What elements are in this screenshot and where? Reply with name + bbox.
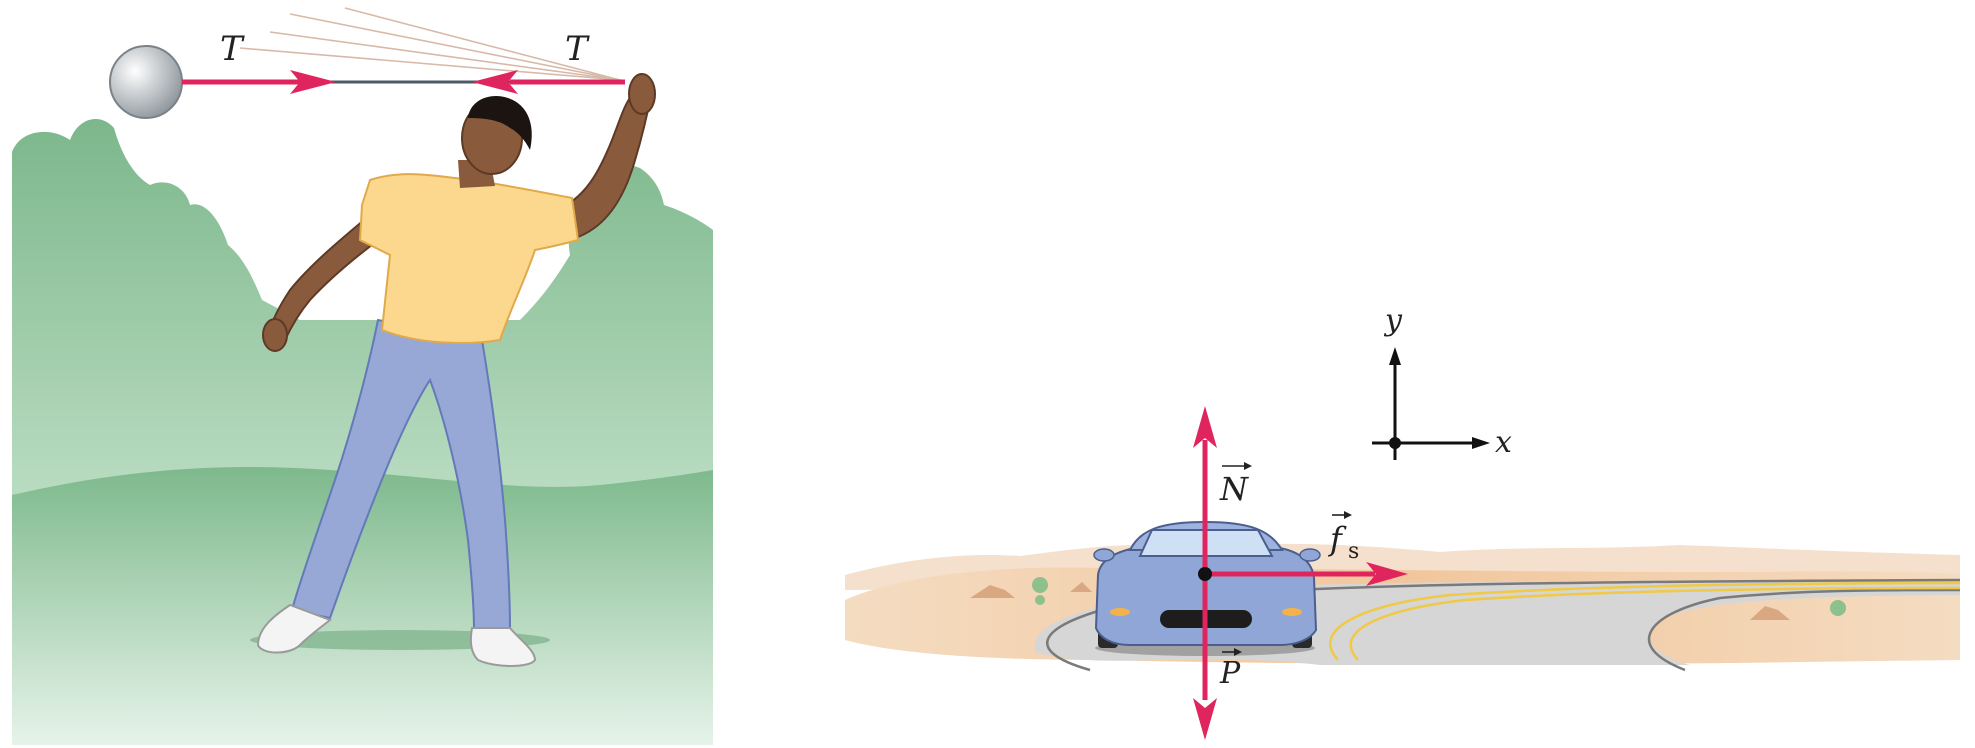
rock [970, 585, 1015, 598]
shrub [1830, 600, 1846, 616]
mirror-left [1093, 548, 1115, 562]
road-edge-outer [1647, 588, 1961, 672]
shrub [1032, 577, 1048, 593]
left-shoe [256, 603, 332, 654]
headlight-left [1110, 608, 1130, 616]
coordinate-axes: y x [1372, 303, 1512, 460]
hair [468, 96, 532, 150]
weight-label-group: P [1219, 648, 1242, 691]
axis-y-label: y [1383, 303, 1403, 338]
tension-vector-on-ball [182, 70, 336, 94]
tension-label-right: T [565, 29, 590, 69]
axis-x-label: x [1495, 425, 1512, 460]
rock [1070, 582, 1092, 592]
normal-force-vector [1193, 406, 1217, 574]
shrub [1035, 595, 1045, 605]
road-center-line-2 [1349, 586, 1961, 661]
center-of-mass-point [1198, 567, 1212, 581]
headlight-right [1282, 608, 1302, 616]
jeans [290, 318, 512, 631]
left-hand [262, 318, 288, 352]
left-panel-hammer-throw: T T [12, 7, 713, 746]
weight-label: P [1219, 656, 1241, 691]
friction-force-vector [1205, 562, 1408, 586]
hammer-ball [109, 45, 183, 119]
axes-origin [1389, 437, 1401, 449]
grass-hill [12, 467, 713, 745]
weight-force-vector [1193, 574, 1217, 740]
fist [628, 73, 656, 115]
road-center-line [1329, 581, 1961, 661]
friction-subscript: s [1348, 539, 1359, 564]
hammer-thrower [256, 73, 656, 667]
rock [1750, 606, 1790, 620]
right-shoe [469, 627, 537, 667]
tension-label-left: T [220, 29, 245, 69]
normal-label-group: N [1219, 462, 1252, 508]
mirror-right [1299, 548, 1321, 562]
tension-vector-on-hand [472, 70, 625, 94]
normal-label: N [1219, 470, 1249, 508]
right-panel-car-on-curve: N f s P y x [845, 303, 1961, 740]
motion-lines [239, 7, 621, 81]
